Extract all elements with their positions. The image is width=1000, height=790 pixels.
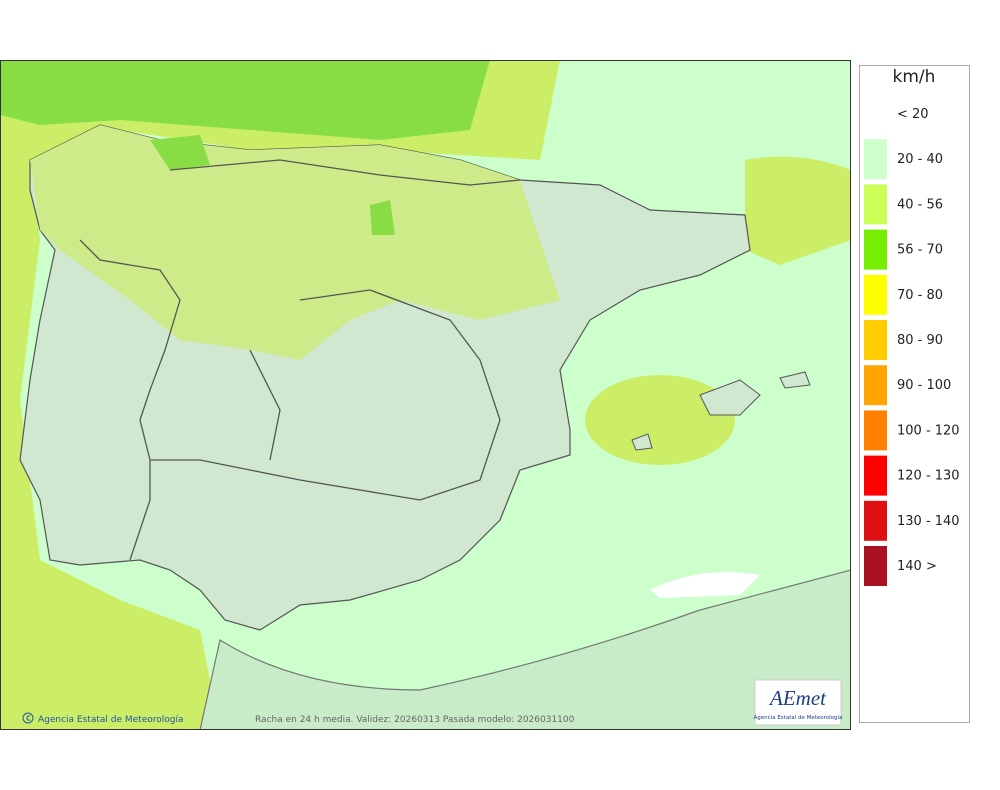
copyright-icon bbox=[26, 715, 31, 721]
legend-label: 56 - 70 bbox=[897, 243, 943, 258]
legend-label: 90 - 100 bbox=[897, 378, 951, 393]
legend-swatch bbox=[864, 139, 887, 180]
legend-label: 20 - 40 bbox=[897, 152, 943, 167]
legend-swatch bbox=[864, 455, 887, 496]
map bbox=[0, 60, 851, 730]
legend-label: 80 - 90 bbox=[897, 333, 943, 348]
menorca bbox=[779, 371, 811, 389]
legend-swatch bbox=[864, 410, 887, 451]
legend-swatch bbox=[864, 500, 887, 541]
africa bbox=[199, 569, 851, 730]
atlantic-zone bbox=[0, 60, 560, 730]
france-zone bbox=[580, 60, 851, 160]
biscay-zone bbox=[0, 60, 490, 140]
mallorca bbox=[699, 379, 761, 416]
legend-swatch bbox=[864, 365, 887, 406]
legend-label: 70 - 80 bbox=[897, 288, 943, 303]
gulf-lion-zone bbox=[745, 156, 851, 265]
legend-label: 40 - 56 bbox=[897, 197, 943, 212]
caption: Racha en 24 h media. Validez: 20260313 P… bbox=[255, 715, 575, 725]
legend-swatch bbox=[864, 546, 887, 586]
legend-label: 130 - 140 bbox=[897, 514, 960, 529]
legend: < 20 20 - 40 40 - 56 56 - 70 70 - 80 80 - 90 9… bbox=[864, 94, 960, 586]
logo bbox=[754, 679, 842, 726]
north-gust-zone bbox=[30, 125, 560, 360]
legend-swatch bbox=[864, 229, 887, 270]
low-zone bbox=[650, 572, 760, 598]
balearic-zone bbox=[585, 375, 735, 465]
map-frame bbox=[0, 60, 851, 730]
logo-name: AEmet bbox=[768, 686, 827, 710]
copyright-icon bbox=[22, 712, 34, 724]
legend-label: 140 > bbox=[897, 559, 937, 574]
legend-unit: km/h bbox=[893, 67, 936, 87]
credit: Agencia Estatal de Meteorología bbox=[38, 715, 184, 725]
strong-gust-zone bbox=[150, 135, 395, 235]
region-borders bbox=[150, 159, 521, 501]
legend-swatch bbox=[864, 184, 887, 225]
logo-subtitle: Agencia Estatal de Meteorología bbox=[754, 714, 843, 721]
borders bbox=[79, 159, 521, 561]
legend-label: 100 - 120 bbox=[897, 423, 960, 438]
portugal-border bbox=[79, 239, 181, 561]
legend-swatch bbox=[864, 274, 887, 315]
legend-swatch bbox=[864, 320, 887, 360]
legend-swatch bbox=[864, 94, 887, 134]
legend-label: 120 - 130 bbox=[897, 469, 960, 484]
ibiza bbox=[631, 433, 653, 451]
legend-label: < 20 bbox=[897, 107, 929, 122]
